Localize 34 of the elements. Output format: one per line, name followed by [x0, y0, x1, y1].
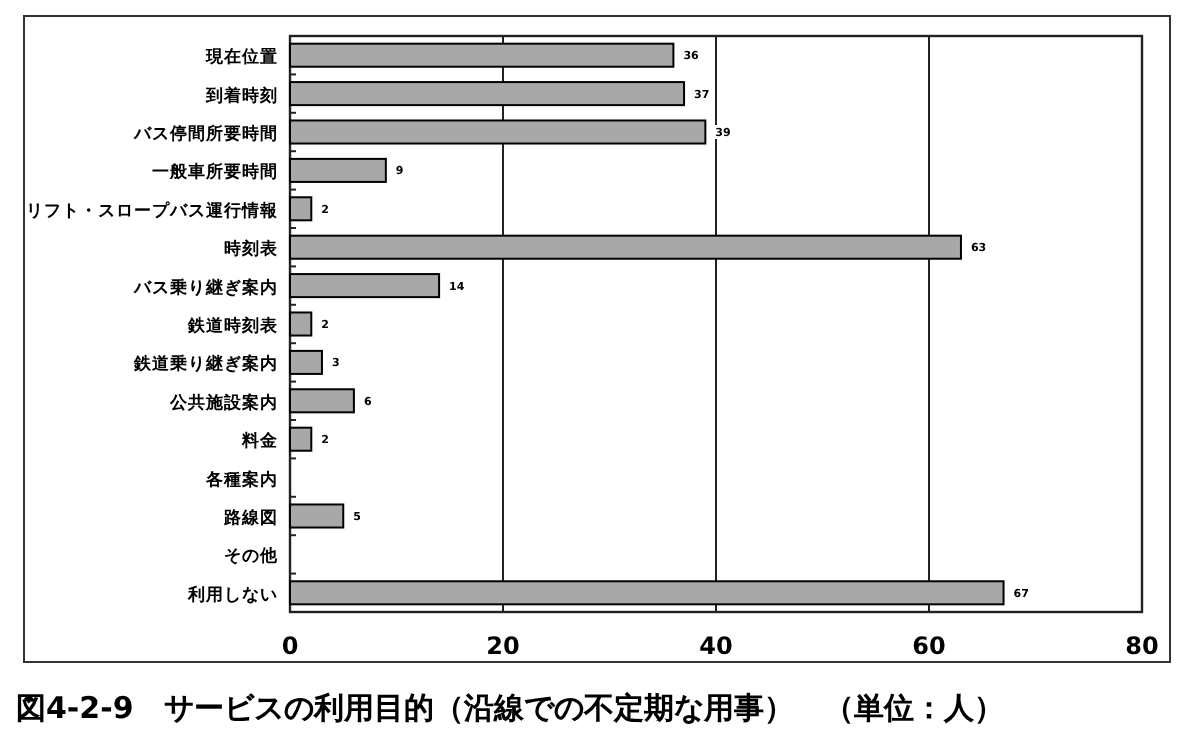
x-tick-label: 20 — [486, 632, 520, 660]
y-tick-label: 到着時刻 — [204, 84, 278, 107]
y-tick-label: 料金 — [240, 430, 280, 453]
text: 図4-2-9 サービスの利用目的（沿線での不定期な用事） （単位：人） — [16, 690, 1004, 726]
y-tick-label: 鉄道時刻表 — [186, 315, 280, 337]
bar — [289, 388, 355, 414]
y-tick-label: 公共施設案内 — [168, 391, 278, 414]
y-tick-label: 利用しない — [186, 583, 278, 606]
y-tick-label: リフト・スロープバス運行情報 — [26, 199, 280, 222]
bar — [289, 349, 323, 375]
y-tick-label: 時刻表 — [224, 238, 280, 261]
x-tick-label: 40 — [699, 632, 733, 660]
bar — [289, 81, 686, 107]
bar — [289, 234, 962, 260]
y-tick-label: バス乗り継ぎ案内 — [132, 276, 278, 299]
y-tick-label: 各種案内 — [204, 468, 278, 491]
y-tick-label: 路線図 — [222, 507, 278, 529]
bar — [289, 119, 707, 145]
x-tick-label: 60 — [912, 632, 946, 660]
y-tick-label: その他 — [224, 545, 280, 568]
y-tick-label: バス停間所要時間 — [132, 123, 278, 145]
bar — [289, 157, 387, 183]
x-tick-label: 0 — [281, 632, 299, 660]
x-tick-label: 80 — [1125, 632, 1159, 660]
bar — [289, 580, 1005, 606]
bar — [289, 426, 313, 452]
bar — [289, 273, 441, 299]
bar — [289, 196, 313, 222]
bar — [289, 311, 313, 337]
bar — [289, 42, 675, 68]
y-tick-label: 鉄道乗り継ぎ案内 — [132, 353, 278, 376]
bar — [289, 503, 345, 529]
y-tick-label: 現在位置 — [204, 46, 278, 69]
y-tick-label: 一般車所要時間 — [152, 161, 278, 184]
